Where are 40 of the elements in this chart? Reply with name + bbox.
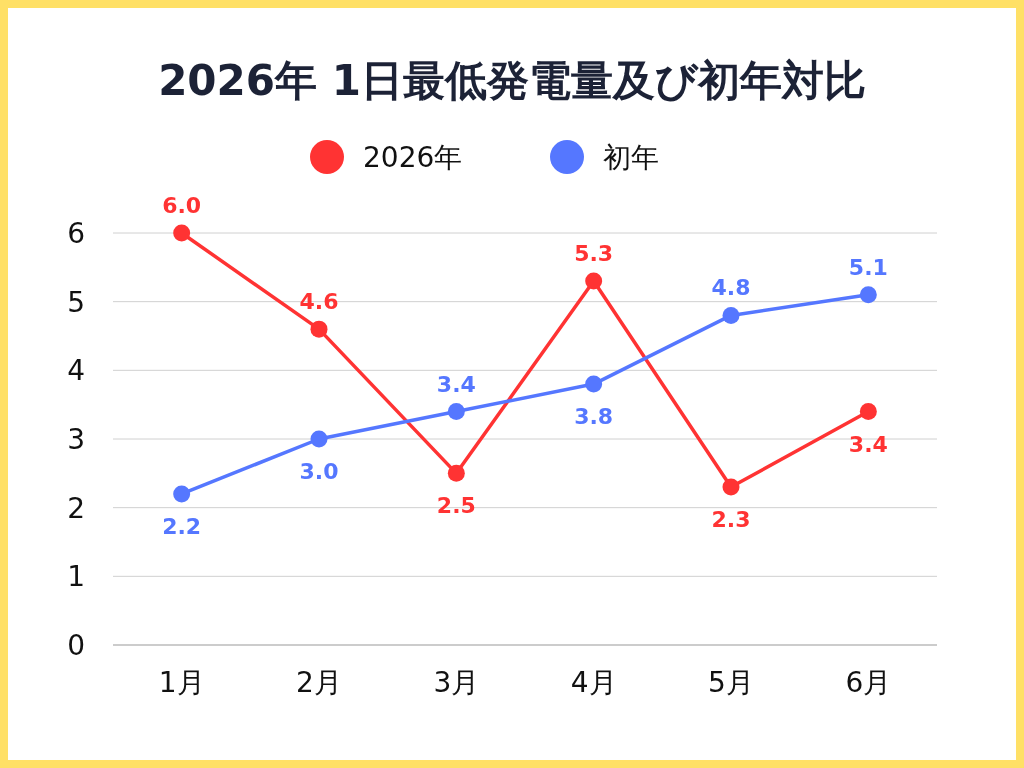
x-tick-label: 6月 (845, 666, 892, 699)
point (310, 430, 328, 448)
data-label: 4.8 (711, 275, 751, 301)
y-tick-label: 3 (67, 423, 85, 456)
data-label: 2.5 (436, 493, 476, 519)
y-tick-label: 2 (67, 491, 85, 525)
point (859, 403, 877, 421)
data-label: 4.6 (299, 289, 339, 315)
x-tick-label: 5月 (708, 666, 754, 699)
data-label: 3.8 (574, 404, 614, 430)
y-tick-label: 6 (67, 217, 85, 250)
y-tick-label: 4 (67, 354, 85, 388)
data-label: 5.3 (574, 241, 614, 267)
data-label: 2.3 (711, 507, 751, 533)
point (585, 375, 603, 393)
chart-title: 2026年 1日最低発電量及び初年対比 (158, 56, 866, 105)
data-label: 5.1 (848, 254, 888, 280)
legend-label: 初年 (603, 141, 659, 174)
point (447, 403, 465, 421)
point (722, 478, 740, 496)
data-label: 3.4 (436, 371, 476, 397)
legend-label: 2026年 (363, 141, 463, 174)
point (859, 286, 877, 304)
y-tick-label: 5 (67, 285, 85, 319)
data-label: 6.0 (162, 193, 202, 218)
x-tick-label: 3月 (433, 666, 480, 699)
data-label: 3.0 (299, 459, 339, 484)
point (722, 306, 740, 324)
x-tick-label: 2月 (296, 666, 342, 699)
y-tick-label: 0 (67, 629, 85, 662)
data-label: 3.4 (848, 431, 888, 457)
point (173, 224, 191, 242)
point (585, 272, 603, 290)
x-tick-label: 4月 (570, 666, 617, 699)
data-label: 2.2 (162, 513, 202, 539)
point (447, 464, 465, 482)
x-tick-label: 1月 (158, 666, 205, 699)
point (173, 485, 191, 503)
y-tick-label: 1 (67, 560, 85, 594)
point (310, 320, 328, 338)
